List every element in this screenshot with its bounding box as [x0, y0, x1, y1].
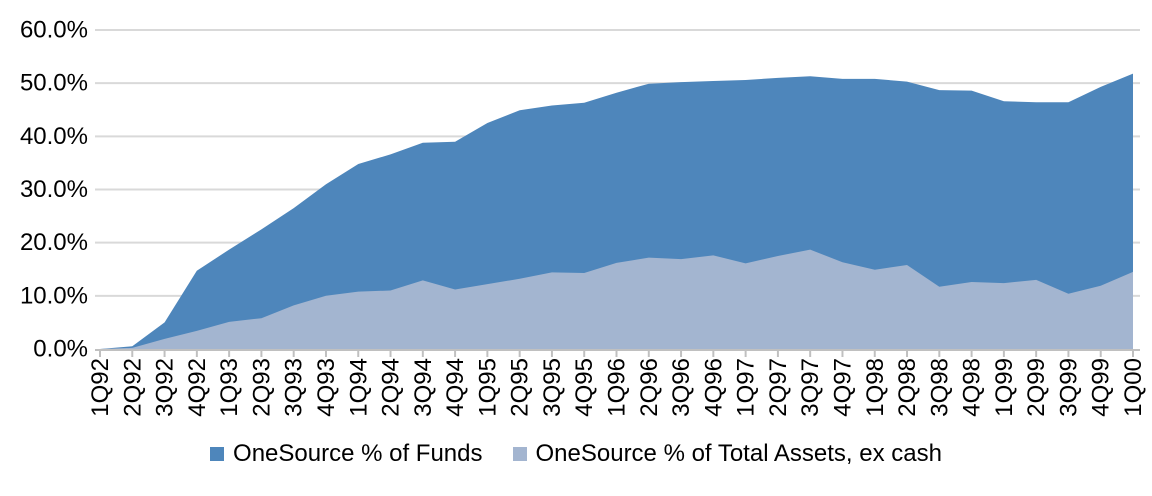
x-axis-tick-label: 3Q92: [152, 358, 179, 417]
y-axis-tick-label: 30.0%: [20, 176, 88, 203]
y-axis-tick-label: 20.0%: [20, 229, 88, 256]
x-axis-tick-label: 2Q95: [507, 358, 534, 417]
x-axis-tick-label: 1Q96: [604, 358, 631, 417]
x-axis-tick-label: 3Q94: [410, 358, 437, 417]
plot-area: 0.0%10.0%20.0%30.0%40.0%50.0%60.0%1Q92 2Q…: [20, 17, 1147, 417]
legend-swatch-icon: [512, 447, 527, 461]
x-axis-tick-label: 3Q96: [668, 358, 695, 417]
chart-legend: OneSource % of Funds OneSource % of Total…: [0, 432, 1152, 466]
y-axis-tick-label: 60.0%: [20, 17, 88, 44]
x-axis-tick-label: 1Q98: [862, 358, 889, 417]
y-axis-tick-label: 0.0%: [33, 336, 88, 363]
x-axis-tick-label: 3Q93: [281, 358, 308, 417]
x-axis-tick-label: 3Q99: [1055, 358, 1082, 417]
x-axis-tick-label: 1Q92: [87, 358, 114, 417]
x-axis-tick-label: 4Q96: [700, 358, 727, 417]
x-axis-tick-label: 3Q98: [926, 358, 953, 417]
legend-label: OneSource % of Funds: [233, 440, 483, 467]
x-axis-tick-label: 1Q97: [733, 358, 760, 417]
x-axis-tick-label: 3Q95: [539, 358, 566, 417]
x-axis-tick-label: 3Q97: [797, 358, 824, 417]
legend-item: OneSource % of Total Assets, ex cash: [512, 440, 942, 467]
x-axis-tick-label: 1Q00: [1120, 358, 1147, 417]
x-axis-tick-label: 1Q94: [345, 358, 372, 417]
x-axis-tick-label: 4Q98: [959, 358, 986, 417]
x-axis-tick-label: 1Q95: [474, 358, 501, 417]
x-axis-tick-label: 4Q99: [1088, 358, 1115, 417]
legend-label: OneSource % of Total Assets, ex cash: [535, 440, 942, 467]
x-axis-tick-label: 2Q93: [248, 358, 275, 417]
x-axis-tick-label: 4Q94: [442, 358, 469, 417]
y-axis-tick-label: 10.0%: [20, 282, 88, 309]
x-axis-tick-label: 1Q99: [991, 358, 1018, 417]
legend-item: OneSource % of Funds: [210, 440, 483, 467]
x-axis-tick-label: 2Q96: [636, 358, 663, 417]
series-area-total-assets: [100, 249, 1133, 349]
x-axis-tick-label: 4Q95: [571, 358, 598, 417]
x-axis-tick-label: 4Q92: [184, 358, 211, 417]
x-axis-tick-label: 2Q98: [894, 358, 921, 417]
y-axis-tick-label: 50.0%: [20, 70, 88, 97]
x-axis-tick-label: 2Q97: [765, 358, 792, 417]
x-axis-tick-label: 4Q93: [313, 358, 340, 417]
x-axis-tick-label: 1Q93: [216, 358, 243, 417]
x-axis-tick-label: 4Q97: [829, 358, 856, 417]
legend-swatch-icon: [210, 447, 225, 461]
x-axis-tick-label: 2Q94: [378, 358, 405, 417]
x-axis-tick-label: 2Q92: [119, 358, 146, 417]
y-axis-tick-label: 40.0%: [20, 123, 88, 150]
x-axis-tick-label: 2Q99: [1023, 358, 1050, 417]
